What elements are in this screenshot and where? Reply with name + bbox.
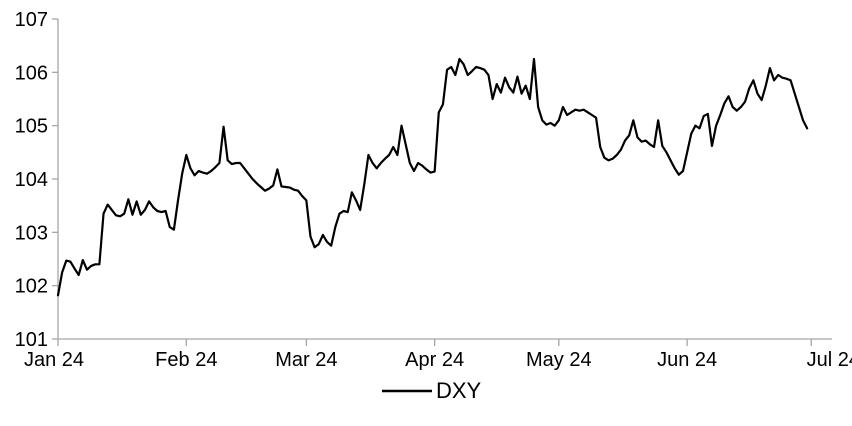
- data-series-dxy: [56, 57, 809, 297]
- x-axis-tick-labels: Jan 24 Feb 24 Mar 24 Apr 24 May 24 Jun 24 Jul …: [24, 349, 852, 371]
- y-axis-tick-label: 104: [15, 169, 48, 191]
- y-axis-tick-label: 103: [15, 222, 48, 244]
- y-axis-tick-label: 105: [15, 116, 48, 138]
- y-axis-tick-label: 101: [15, 329, 48, 351]
- x-axis-tick-label: Mar 24: [275, 349, 337, 371]
- y-axis-tick-labels: 101 102 103 104 105 106 107: [15, 9, 48, 351]
- x-axis-tick-label: Feb 24: [155, 349, 217, 371]
- x-axis-tick-label: Jul 24: [807, 349, 852, 371]
- x-axis-tick-label: Apr 24: [405, 349, 464, 371]
- x-axis-tick-label: May 24: [526, 349, 592, 371]
- legend-label-dxy: DXY: [436, 378, 482, 403]
- x-axis-tick-marks: [57, 339, 812, 346]
- y-axis-tick-label: 107: [15, 9, 48, 31]
- y-axis-tick-marks: [52, 18, 58, 340]
- x-axis-tick-label: Jan 24: [24, 349, 84, 371]
- y-axis-tick-label: 106: [15, 62, 48, 84]
- y-axis-tick-label: 102: [15, 276, 48, 298]
- x-axis-tick-label: Jun 24: [657, 349, 717, 371]
